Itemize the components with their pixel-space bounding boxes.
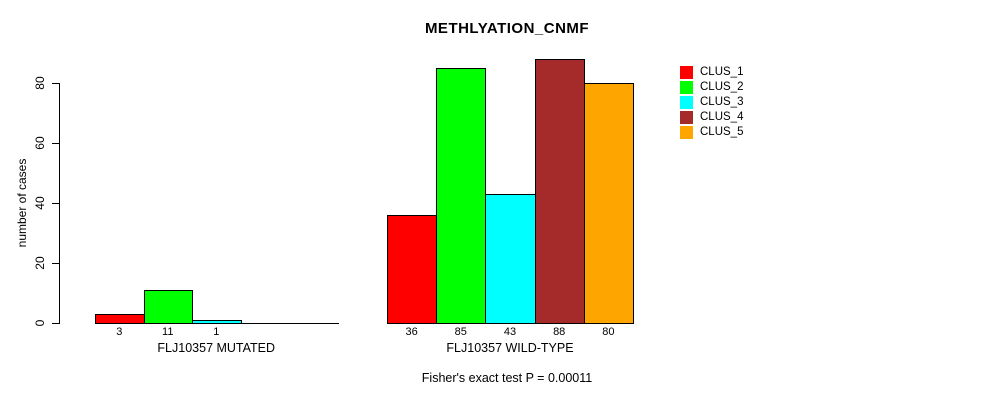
legend-swatch-clus-4 bbox=[680, 111, 693, 124]
legend-label-clus-5: CLUS_5 bbox=[700, 126, 744, 138]
bar-clus-4-flj10357-wild-type bbox=[534, 59, 585, 324]
y-tick bbox=[52, 323, 59, 324]
bar-clus-2-flj10357-wild-type bbox=[436, 68, 487, 324]
legend-label-clus-3: CLUS_3 bbox=[700, 96, 744, 108]
chart-title: METHLYATION_CNMF bbox=[424, 20, 590, 37]
x-group-label-flj10357-wild-type: FLJ10357 WILD-TYPE bbox=[446, 341, 574, 355]
legend-swatch-clus-3 bbox=[680, 96, 693, 109]
y-axis-line bbox=[59, 83, 60, 324]
bar-value-label: 3 bbox=[116, 326, 123, 338]
bar-clus-2-flj10357-mutated bbox=[143, 290, 193, 324]
annotation-caption: Fisher's exact test P = 0.00011 bbox=[421, 371, 593, 385]
bar-value-label: 88 bbox=[553, 326, 566, 338]
legend-swatch-clus-1 bbox=[680, 66, 693, 79]
bar-value-label: 80 bbox=[602, 326, 615, 338]
y-tick bbox=[52, 143, 59, 144]
bar-value-label: 36 bbox=[405, 326, 418, 338]
bar-clus-3-flj10357-wild-type bbox=[485, 194, 536, 324]
bar-clus-1-flj10357-mutated bbox=[95, 314, 145, 324]
bar-clus-5-flj10357-wild-type bbox=[583, 83, 634, 324]
bar-clus-1-flj10357-wild-type bbox=[387, 215, 438, 324]
y-tick bbox=[52, 203, 59, 204]
x-group-label-flj10357-mutated: FLJ10357 MUTATED bbox=[157, 341, 276, 355]
legend-label-clus-1: CLUS_1 bbox=[700, 66, 744, 78]
y-tick bbox=[52, 263, 59, 264]
bar-clus-3-flj10357-mutated bbox=[192, 320, 242, 324]
legend-label-clus-2: CLUS_2 bbox=[700, 81, 744, 93]
legend-swatch-clus-5 bbox=[680, 126, 693, 139]
bar-value-label: 11 bbox=[162, 326, 174, 338]
bar-value-label: 43 bbox=[503, 326, 517, 338]
y-tick-label: 80 bbox=[33, 76, 47, 90]
bar-value-label: 85 bbox=[454, 326, 467, 338]
y-axis-label: number of cases bbox=[15, 158, 29, 248]
y-tick bbox=[52, 83, 59, 84]
legend-label-clus-4: CLUS_4 bbox=[700, 111, 744, 123]
legend-swatch-clus-2 bbox=[680, 81, 693, 94]
bar-value-label: 1 bbox=[213, 326, 220, 338]
